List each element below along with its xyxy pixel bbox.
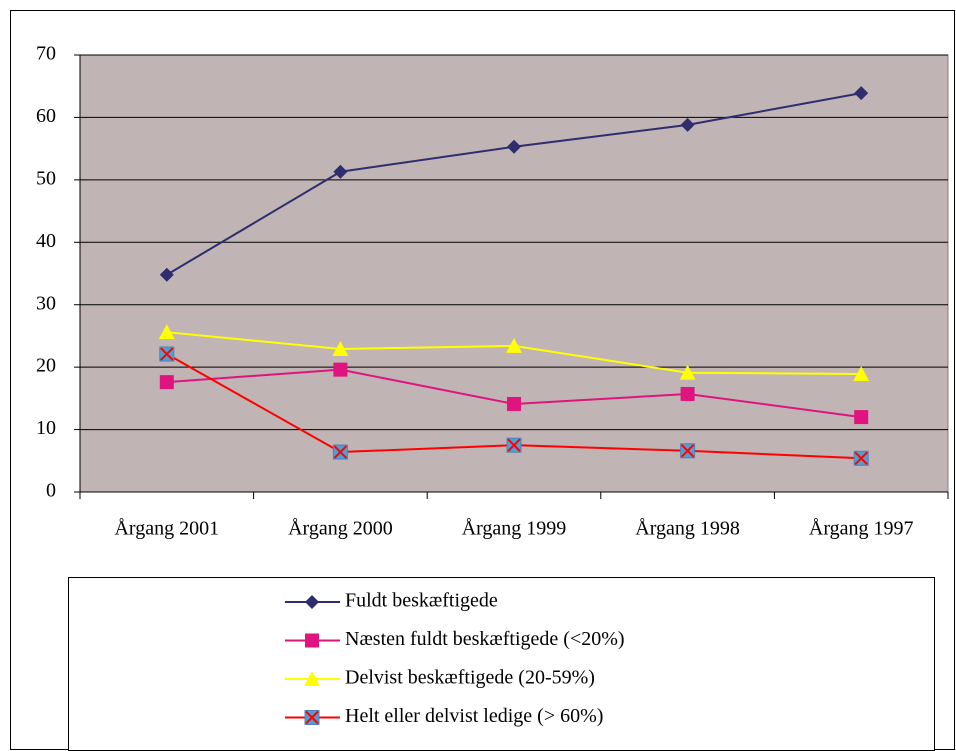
marker [853, 366, 870, 382]
y-tick-label: 10 [36, 417, 56, 439]
marker-cross [333, 445, 348, 459]
x-tick-label: Årgang 2001 [114, 518, 219, 540]
marker [332, 444, 348, 460]
marker [680, 443, 696, 459]
marker [507, 396, 521, 411]
marker [304, 710, 320, 725]
x-tick-label: Årgang 1999 [462, 518, 567, 540]
y-tick-label: 20 [36, 355, 56, 377]
marker-cross [680, 444, 695, 458]
marker [304, 671, 320, 686]
marker [305, 633, 319, 648]
legend-label: Fuldt beskæftigede [345, 590, 498, 612]
marker [680, 117, 695, 132]
x-tick-label: Årgang 1998 [635, 518, 740, 540]
marker [332, 341, 349, 357]
x-tick-label: Årgang 1997 [809, 518, 914, 540]
legend-label: Helt eller delvist ledige (> 60%) [345, 705, 603, 727]
marker [333, 362, 348, 377]
y-tick-label: 0 [46, 480, 56, 502]
legend-label: Næsten fuldt beskæftigede (<20%) [345, 628, 625, 650]
marker [854, 86, 869, 101]
x-tick-label: Årgang 2000 [288, 518, 393, 540]
marker-cross [160, 347, 174, 361]
marker [680, 386, 695, 401]
marker [159, 346, 175, 362]
plot-area [79, 54, 949, 493]
marker [333, 164, 348, 179]
marker [159, 375, 174, 390]
marker-cross [507, 438, 521, 452]
y-tick-label: 60 [36, 105, 56, 127]
marker [679, 364, 696, 380]
y-tick-label: 50 [36, 167, 56, 189]
y-tick-label: 70 [36, 43, 56, 65]
marker [305, 595, 319, 609]
marker [507, 139, 521, 154]
marker [506, 437, 522, 453]
marker [506, 337, 522, 353]
marker [159, 267, 174, 282]
marker [853, 450, 869, 466]
marker-cross [854, 451, 868, 465]
y-tick-label: 30 [36, 292, 56, 314]
legend-label: Delvist beskæftigede (20-59%) [345, 667, 595, 689]
y-tick-label: 40 [36, 230, 56, 252]
marker [158, 324, 175, 340]
marker-cross [305, 710, 319, 725]
legend-box [68, 577, 935, 751]
marker [854, 410, 869, 425]
